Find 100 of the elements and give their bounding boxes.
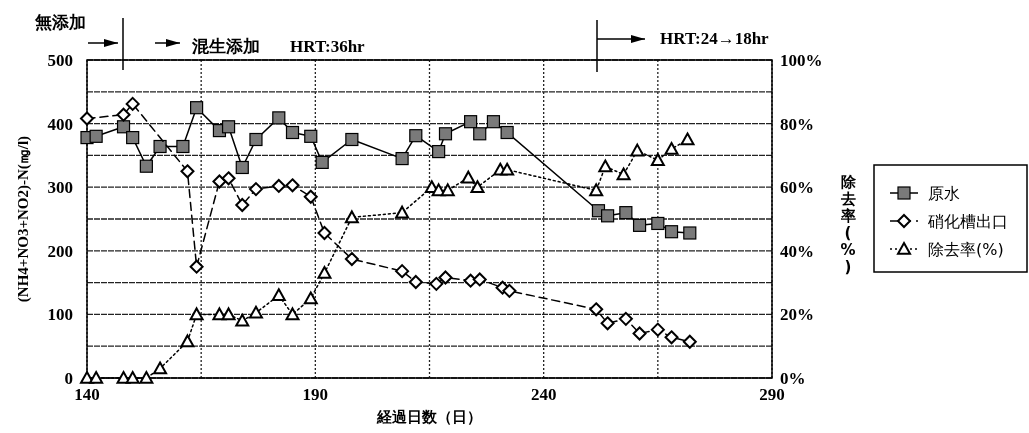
point: [80, 111, 94, 126]
point: [680, 132, 695, 146]
y-tick-label: 300: [47, 178, 73, 198]
x-tick-label: 240: [530, 385, 557, 404]
point: [285, 307, 300, 321]
point: [616, 167, 631, 181]
point: [409, 129, 423, 143]
y-tick-label: 200: [47, 241, 73, 261]
x-tick-label: 290: [759, 385, 785, 404]
point: [248, 182, 263, 197]
point: [89, 129, 103, 143]
text: 混生添加: [191, 37, 260, 56]
point: [438, 270, 453, 285]
point: [619, 206, 633, 220]
point: [664, 330, 679, 345]
point: [683, 226, 697, 240]
point: [650, 153, 665, 166]
point: [664, 225, 679, 239]
point: [408, 274, 423, 289]
point: [303, 189, 318, 204]
point: [285, 125, 300, 140]
y2-tick-label: 80%: [780, 114, 814, 134]
point: [235, 160, 249, 175]
point: [470, 180, 485, 193]
point: [126, 130, 140, 145]
point: [249, 132, 263, 147]
legend-label: 原水: [928, 184, 960, 203]
point: [180, 334, 195, 348]
point: [461, 170, 476, 184]
point: [317, 225, 332, 240]
point: [632, 326, 647, 341]
text: HRT:36hr: [290, 37, 366, 56]
x-tick-label: 140: [74, 385, 100, 404]
point: [272, 111, 286, 125]
point: [618, 311, 633, 326]
point: [473, 127, 487, 141]
point: [395, 205, 410, 219]
point: [139, 371, 154, 384]
point: [598, 159, 613, 173]
point: [190, 101, 204, 115]
point: [189, 259, 204, 274]
point: [500, 125, 514, 140]
point: [395, 151, 409, 166]
point: [345, 132, 359, 147]
point: [153, 361, 168, 375]
y-tick-label: 400: [47, 114, 73, 134]
point: [486, 115, 501, 129]
point: [502, 283, 517, 298]
y2-tick-label: 20%: [780, 305, 814, 325]
point: [429, 276, 444, 291]
point: [125, 371, 140, 384]
point: [212, 174, 227, 189]
point: [235, 313, 250, 327]
point: [600, 316, 615, 331]
point: [650, 322, 665, 337]
point: [630, 143, 645, 157]
point: [221, 120, 236, 134]
point: [248, 305, 263, 319]
point: [221, 307, 236, 321]
point: [682, 334, 697, 349]
point: [271, 288, 286, 302]
point: [116, 107, 131, 122]
point: [285, 178, 300, 193]
legend-label: 硝化槽出口: [927, 212, 1008, 231]
y-tick-label: 500: [47, 51, 73, 70]
y-tick-label: 100: [47, 305, 73, 325]
x-axis-title: 経過日数（日）: [376, 409, 482, 425]
point: [472, 272, 487, 287]
legend-label: 除去率(%): [928, 240, 1004, 259]
point: [176, 139, 190, 154]
point: [303, 291, 318, 305]
y2-tick-label: 40%: [780, 241, 814, 261]
point: [601, 209, 615, 223]
point: [344, 210, 359, 224]
point: [395, 264, 410, 279]
point: [153, 139, 167, 154]
point: [315, 155, 329, 169]
point: [125, 96, 140, 111]
point: [116, 120, 131, 134]
point: [432, 144, 446, 159]
point: [344, 252, 359, 267]
point: [632, 218, 647, 232]
point: [189, 307, 204, 321]
point: [438, 127, 453, 141]
point: [317, 266, 332, 279]
point: [180, 164, 195, 179]
point: [464, 115, 478, 129]
y-tick-label: 0: [64, 369, 73, 388]
point: [589, 302, 604, 317]
text: 無添加: [34, 13, 86, 32]
point: [221, 171, 236, 186]
point: [651, 216, 665, 231]
x-tick-label: 190: [302, 385, 329, 404]
point: [139, 159, 153, 173]
y2-tick-label: 100%: [780, 51, 823, 70]
point: [664, 142, 679, 155]
point: [304, 129, 318, 143]
point: [500, 162, 515, 176]
text: HRT:24→18hr: [660, 29, 770, 48]
y-axis-title: (NH4+NO3+NO2)-N(㎎/l): [15, 135, 32, 303]
